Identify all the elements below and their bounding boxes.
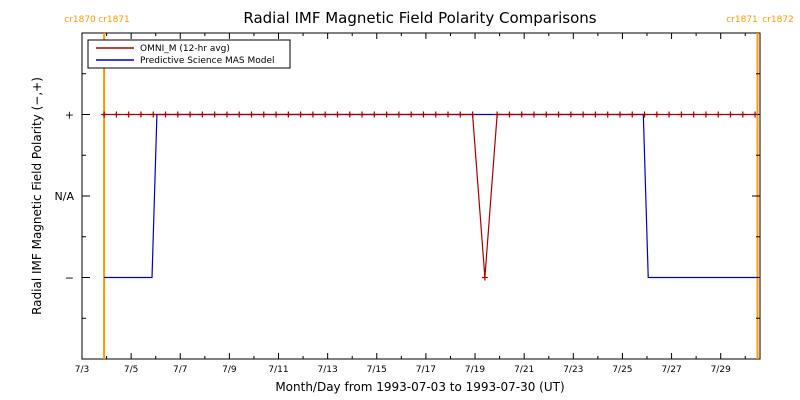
x-tick-label: 7/15 [367, 365, 387, 375]
data-point [457, 111, 464, 118]
data-point [297, 111, 304, 118]
series-layer [101, 111, 759, 281]
data-point [555, 111, 562, 118]
cr-label-left-b: cr1871 [98, 15, 130, 25]
data-point [395, 111, 402, 118]
cr-label-right-b: cr1872 [762, 15, 794, 25]
x-tick-label: 7/9 [222, 365, 237, 375]
x-tick-label: 7/5 [124, 365, 138, 375]
data-point [604, 111, 611, 118]
data-point [543, 111, 550, 118]
data-point [150, 111, 157, 118]
plot-frame [81, 32, 761, 360]
data-point [236, 111, 243, 118]
data-point [309, 111, 316, 118]
data-point [223, 111, 230, 118]
data-point [739, 111, 746, 118]
x-tick-label: 7/3 [75, 365, 89, 375]
legend-box [87, 39, 291, 69]
data-point [752, 111, 759, 118]
x-tick-label: 7/21 [514, 365, 534, 375]
data-point [334, 111, 341, 118]
data-point [702, 111, 709, 118]
data-point [420, 111, 427, 118]
data-point [211, 111, 218, 118]
data-point [371, 111, 378, 118]
data-point [199, 111, 206, 118]
data-point [715, 111, 722, 118]
data-point [322, 111, 329, 118]
series-line [104, 113, 756, 278]
data-point [567, 111, 574, 118]
legend: OMNI_M (12-hr avg) Predictive Science MA… [87, 39, 291, 69]
data-point [432, 111, 439, 118]
data-point [653, 111, 660, 118]
data-point [383, 111, 390, 118]
data-point [580, 111, 587, 118]
data-point [494, 111, 501, 118]
x-tick-label: 7/19 [465, 365, 485, 375]
data-point [113, 111, 120, 118]
chart-title: Radial IMF Magnetic Field Polarity Compa… [243, 9, 596, 27]
data-point [187, 111, 194, 118]
legend-label-omni: OMNI_M (12-hr avg) [140, 44, 230, 54]
data-point [359, 111, 366, 118]
data-point [592, 111, 599, 118]
data-point [518, 111, 525, 118]
data-point [162, 111, 169, 118]
x-tick-label: 7/17 [416, 365, 436, 375]
x-axis-ticks: 7/3 7/5 7/7 7/9 7/11 7/13 7/15 7/17 7/19 7/21 7/23… [75, 33, 746, 375]
x-tick-label: 7/23 [563, 365, 583, 375]
data-point [248, 111, 255, 118]
y-tick-label: − [65, 272, 74, 285]
x-tick-label: 7/27 [661, 365, 681, 375]
cr-label-left-a: cr1870 [64, 15, 96, 25]
data-point [616, 111, 623, 118]
data-point [666, 111, 673, 118]
data-point [125, 111, 132, 118]
data-point [408, 111, 415, 118]
legend-label-mas: Predictive Science MAS Model [140, 56, 275, 66]
data-point [506, 111, 513, 118]
data-point [273, 111, 280, 118]
data-point [285, 111, 292, 118]
x-tick-label: 7/11 [268, 365, 288, 375]
x-tick-label: 7/7 [173, 365, 187, 375]
carrington-lines [103, 33, 759, 359]
data-point [174, 111, 181, 118]
data-point [137, 111, 144, 118]
x-axis-label: Month/Day from 1993-07-03 to 1993-07-30 … [275, 380, 564, 394]
data-point [531, 111, 537, 118]
data-point [678, 111, 685, 118]
series-line [104, 113, 758, 279]
y-tick-label: + [65, 109, 74, 122]
data-point [641, 111, 648, 118]
cr-label-right-a: cr1871 [726, 15, 758, 25]
data-point [469, 111, 476, 118]
data-point [481, 274, 488, 281]
x-tick-label: 7/25 [612, 365, 632, 375]
data-point [101, 111, 108, 118]
data-point [629, 111, 636, 118]
data-point [727, 111, 734, 118]
data-point [346, 111, 353, 118]
y-axis-label: Radial IMF Magnetic Field Polarity (−,+) [30, 77, 44, 315]
y-axis-ticks: + N/A − [55, 73, 760, 319]
x-tick-label: 7/13 [318, 365, 338, 375]
data-point [260, 111, 267, 118]
data-point [445, 111, 452, 118]
data-point [690, 111, 697, 118]
y-tick-label: N/A [55, 190, 75, 203]
x-tick-label: 7/29 [711, 365, 731, 375]
